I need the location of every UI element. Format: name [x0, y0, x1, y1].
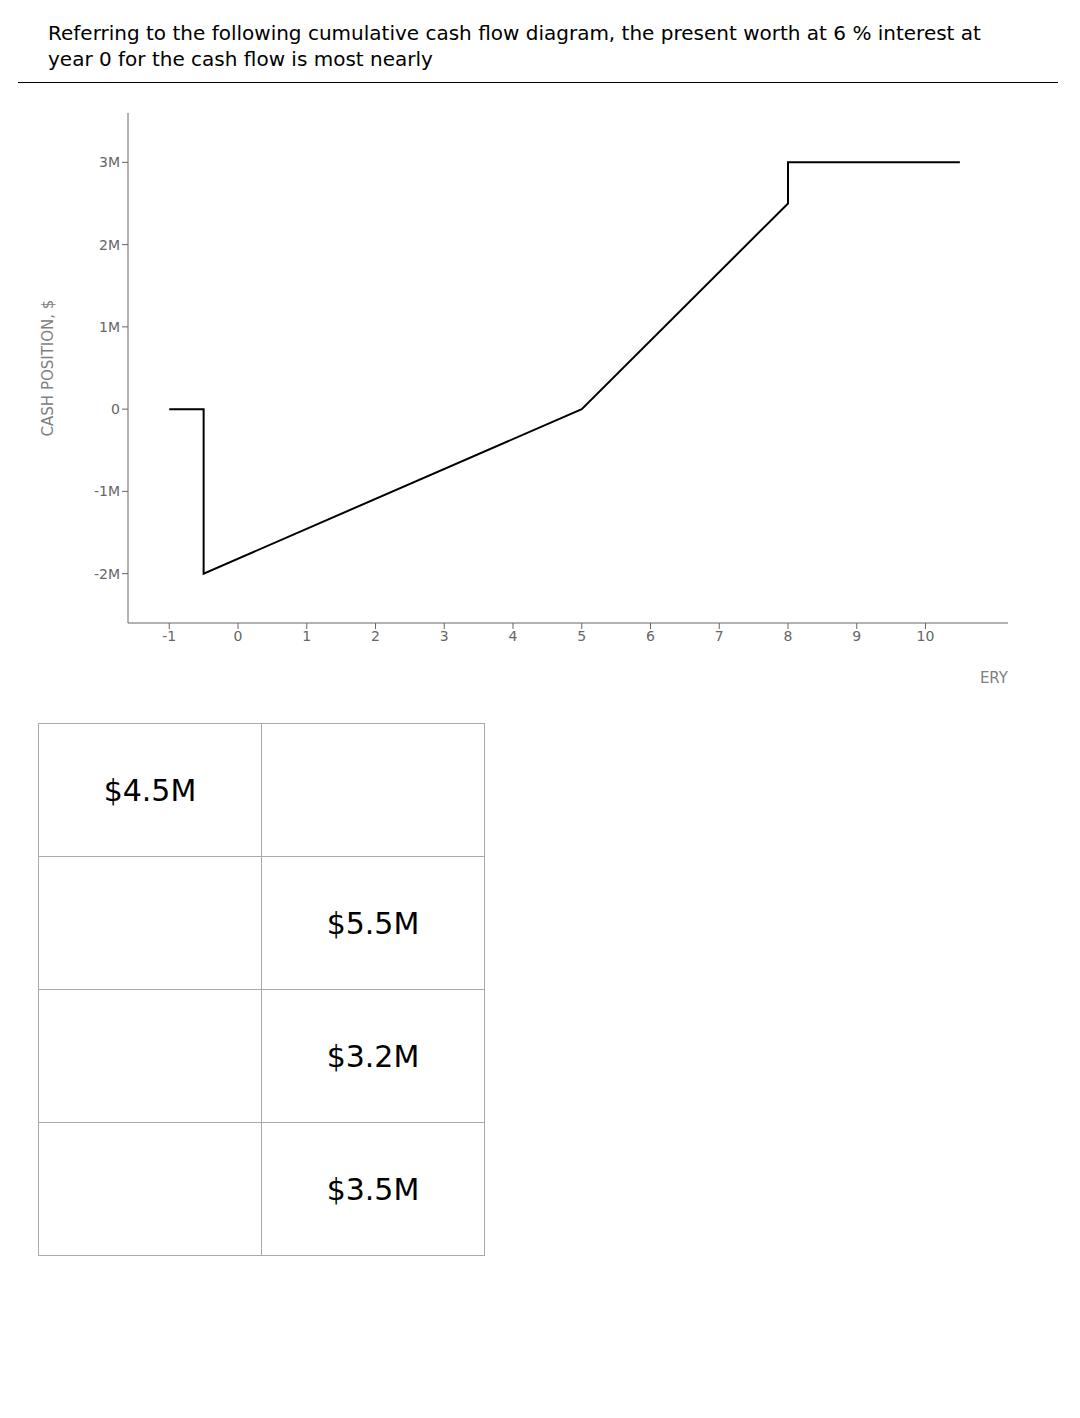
- svg-text:9: 9: [852, 628, 861, 644]
- svg-text:-1: -1: [162, 628, 176, 644]
- svg-text:-2M: -2M: [94, 566, 120, 582]
- html-text:$3.2M: $3.2M: [326, 1038, 420, 1074]
- svg-text:0: 0: [111, 401, 120, 417]
- svg-text:5: 5: [577, 628, 586, 644]
- svg-text:CASH POSITION, $: CASH POSITION, $: [39, 300, 57, 437]
- svg-text:ERY: ERY: [980, 669, 1009, 687]
- svg-text:-1M: -1M: [94, 483, 120, 499]
- svg-text:2M: 2M: [99, 237, 120, 253]
- svg-text:6: 6: [646, 628, 655, 644]
- svg-text:3: 3: [440, 628, 449, 644]
- svg-text:1: 1: [302, 628, 311, 644]
- html-text:$3.5M: $3.5M: [326, 1171, 420, 1207]
- html-text:$5.5M: $5.5M: [326, 905, 420, 941]
- svg-text:3M: 3M: [99, 154, 120, 170]
- svg-text:10: 10: [917, 628, 935, 644]
- svg-text:7: 7: [715, 628, 724, 644]
- svg-text:2: 2: [371, 628, 380, 644]
- html-text:$4.5M: $4.5M: [103, 772, 197, 808]
- html-text:Referring to the following cum: Referring to the following cumulative ca…: [48, 21, 981, 71]
- svg-text:0: 0: [234, 628, 243, 644]
- svg-text:8: 8: [784, 628, 793, 644]
- svg-text:1M: 1M: [99, 319, 120, 335]
- svg-text:4: 4: [509, 628, 518, 644]
